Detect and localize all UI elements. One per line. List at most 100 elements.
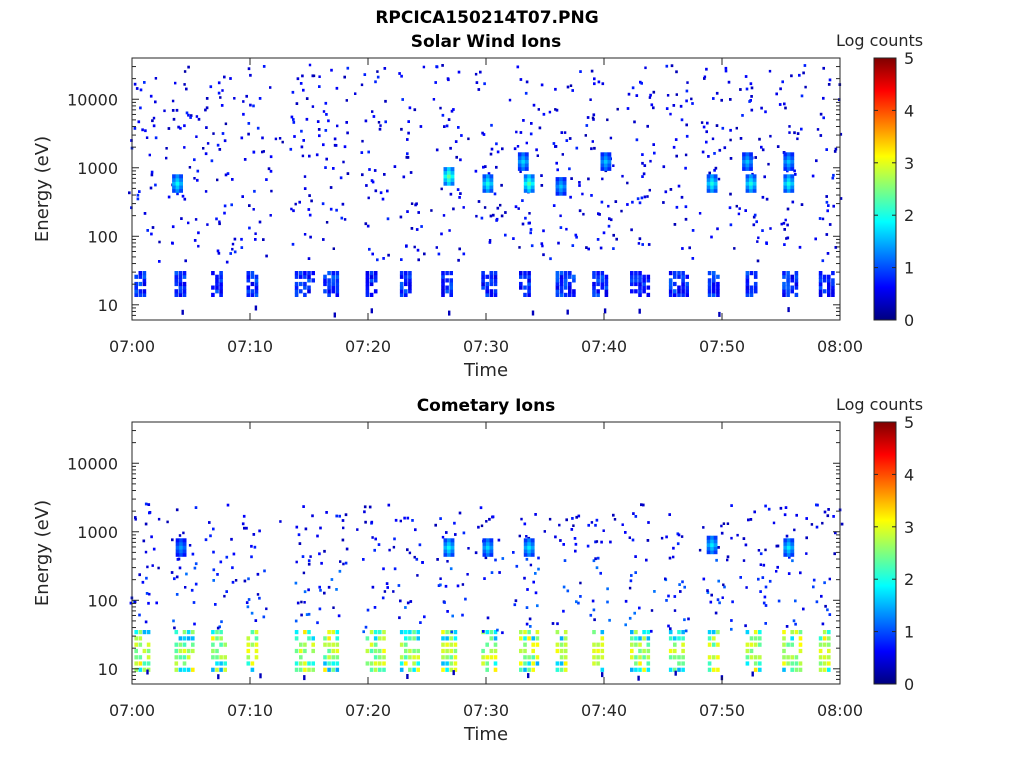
data-cell xyxy=(453,521,456,525)
data-cell xyxy=(443,545,448,550)
data-cell xyxy=(301,154,305,158)
data-cell xyxy=(523,667,527,672)
data-cell xyxy=(638,289,642,294)
data-cell xyxy=(753,213,757,217)
data-cell xyxy=(650,103,654,107)
data-cell xyxy=(790,538,795,543)
data-cell xyxy=(486,545,490,550)
data-cell xyxy=(382,648,386,654)
x-tick-label: 08:00 xyxy=(817,337,863,356)
data-cell xyxy=(175,108,179,112)
data-cell xyxy=(798,245,802,249)
data-cell xyxy=(392,545,396,549)
data-cell xyxy=(490,147,494,151)
data-cell xyxy=(707,285,712,290)
data-cell xyxy=(722,583,725,587)
data-cell xyxy=(783,185,788,190)
data-cell xyxy=(303,675,306,681)
data-cell xyxy=(172,188,176,193)
data-cell xyxy=(219,667,223,672)
data-cell xyxy=(412,648,416,654)
data-cell xyxy=(720,98,723,102)
data-cell xyxy=(399,274,404,279)
x-tick-label: 07:10 xyxy=(227,701,273,720)
data-cell xyxy=(134,285,138,290)
data-cell xyxy=(608,618,611,622)
data-cell xyxy=(462,531,466,535)
data-cell xyxy=(536,604,539,608)
data-cell xyxy=(702,526,705,529)
data-cell xyxy=(335,281,340,287)
data-cell xyxy=(134,661,138,666)
data-cell xyxy=(303,285,307,290)
data-cell xyxy=(646,655,651,660)
data-cell xyxy=(600,281,605,287)
data-cell xyxy=(716,274,720,279)
data-cell xyxy=(607,152,612,157)
data-cell xyxy=(783,166,788,171)
data-cell xyxy=(342,562,345,566)
data-cell xyxy=(274,137,278,141)
data-cell xyxy=(823,581,826,585)
data-cell xyxy=(595,518,599,522)
data-cell xyxy=(370,308,373,314)
data-cell xyxy=(189,116,192,119)
data-cell xyxy=(496,206,500,210)
data-cell xyxy=(322,238,325,241)
y-tick-label: 10 xyxy=(98,296,118,315)
data-cell xyxy=(212,579,215,582)
data-cell xyxy=(439,517,442,520)
data-cell xyxy=(639,80,642,84)
data-cell xyxy=(381,596,385,600)
data-cell xyxy=(393,567,397,571)
data-cell xyxy=(489,292,494,297)
panel-1-title: Solar Wind Ions xyxy=(410,32,562,52)
data-cell xyxy=(555,161,558,165)
data-cell xyxy=(716,598,720,602)
data-cell xyxy=(587,177,590,181)
figure-title: RPCICA150214T07.PNG xyxy=(375,8,599,28)
data-cell xyxy=(737,212,741,216)
data-cell xyxy=(681,292,685,297)
data-cell xyxy=(752,185,757,190)
data-cell xyxy=(186,655,191,660)
data-cell xyxy=(234,579,238,582)
data-cell xyxy=(406,138,409,141)
data-cell xyxy=(523,274,527,279)
data-cell xyxy=(316,621,319,625)
data-cell xyxy=(825,148,828,151)
data-cell xyxy=(673,223,677,226)
data-cell xyxy=(764,548,767,552)
data-cell xyxy=(782,274,786,279)
data-cell xyxy=(174,278,179,283)
data-cell xyxy=(677,636,681,641)
data-cell xyxy=(827,292,831,297)
data-cell xyxy=(378,655,382,660)
data-cell xyxy=(745,281,750,287)
data-cell xyxy=(178,271,183,276)
data-cell xyxy=(303,187,307,190)
data-cell xyxy=(331,648,335,654)
data-cell xyxy=(812,585,815,589)
data-cell xyxy=(559,188,563,192)
colorbar-tick-label: 2 xyxy=(904,206,914,225)
cometary-panel: 07:00 07:10 07:20 07:30 07:40 07:50 08:00Time1… xyxy=(32,413,914,745)
data-cell xyxy=(570,528,574,531)
data-cell xyxy=(750,108,754,112)
data-cell xyxy=(712,636,716,641)
data-cell xyxy=(450,167,455,172)
data-cell xyxy=(646,278,651,283)
data-cell xyxy=(535,630,540,635)
data-cell xyxy=(137,120,141,124)
data-cell xyxy=(211,630,215,635)
data-cell xyxy=(768,69,772,73)
data-cell xyxy=(686,81,689,84)
data-cell xyxy=(529,625,532,628)
data-cell xyxy=(404,274,408,279)
data-cell xyxy=(247,598,251,601)
data-cell xyxy=(142,539,146,543)
data-cell xyxy=(412,630,416,635)
data-cell xyxy=(373,606,377,609)
data-cell xyxy=(212,527,215,531)
data-cell xyxy=(368,505,372,509)
